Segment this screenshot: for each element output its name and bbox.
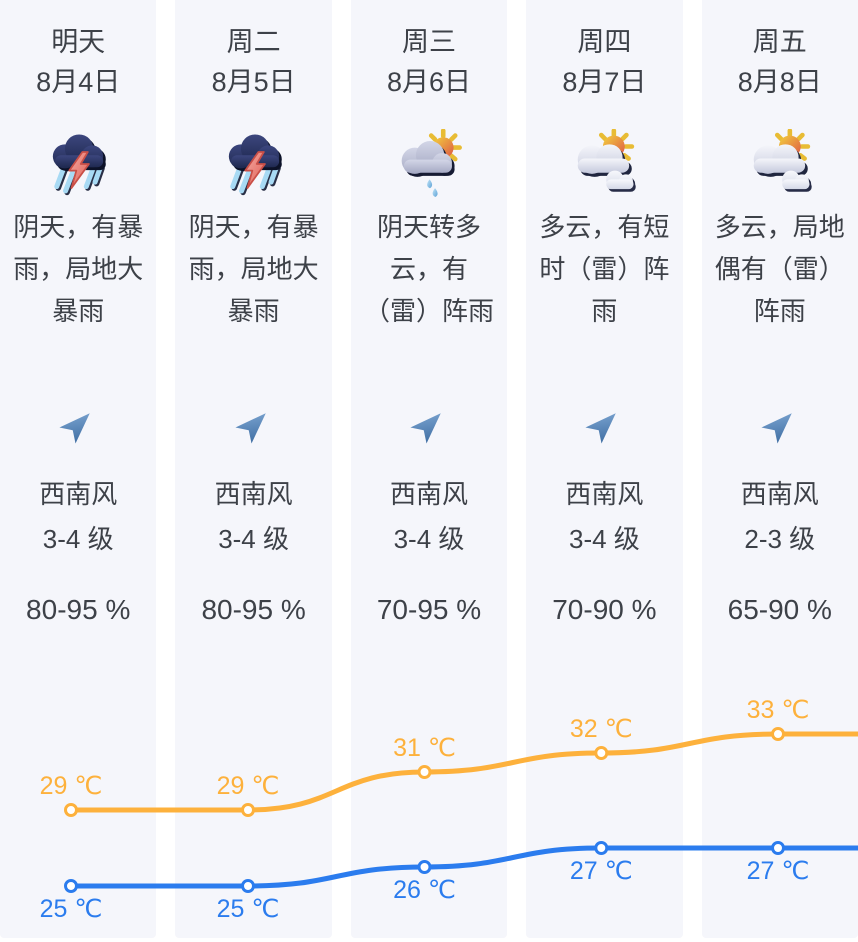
wind-level-label: 3-4 级 bbox=[568, 524, 640, 554]
humidity-range-label: 65-90 % bbox=[727, 594, 832, 625]
date-label: 8月7日 bbox=[562, 67, 647, 97]
wind-direction-label: 西南风 bbox=[389, 479, 468, 509]
wind-direction-arrow-icon bbox=[408, 404, 450, 446]
wind-direction-arrow-icon bbox=[583, 404, 625, 446]
forecast-day-column-3[interactable]: 周三 8月6日 阴天转多 云，有 （雷）阵雨 西南风 3-4 级 70-95 % bbox=[350, 0, 508, 938]
thunderstorm-rain-icon bbox=[43, 129, 113, 199]
wind-direction-label: 西南风 bbox=[39, 479, 118, 509]
wind-level-label: 3-4 级 bbox=[393, 524, 465, 554]
humidity-range-label: 80-95 % bbox=[201, 594, 306, 625]
wind-level-label: 3-4 级 bbox=[42, 524, 114, 554]
day-label: 周三 bbox=[401, 27, 456, 57]
weather-description: 阴天，有暴 雨，局地大 暴雨 bbox=[188, 212, 319, 326]
date-label: 8月6日 bbox=[386, 67, 472, 97]
day-label: 周二 bbox=[226, 27, 281, 57]
wind-direction-label: 西南风 bbox=[740, 479, 819, 509]
partly-cloudy-icon bbox=[569, 129, 639, 199]
humidity-range-label: 70-95 % bbox=[376, 594, 482, 625]
date-label: 8月5日 bbox=[211, 67, 296, 97]
wind-direction-arrow-icon bbox=[233, 404, 275, 446]
wind-direction-arrow-icon bbox=[57, 404, 99, 446]
wind-level-label: 3-4 级 bbox=[218, 524, 289, 554]
weather-description: 多云，有短 时（雷）阵 雨 bbox=[539, 212, 670, 326]
day-label: 周五 bbox=[752, 27, 807, 57]
wind-direction-arrow-icon bbox=[759, 404, 801, 446]
humidity-range-label: 80-95 % bbox=[26, 594, 131, 625]
forecast-day-column-4[interactable]: 周四 8月7日 多云，有短 时（雷）阵 雨 西南风 3-4 级 70-90 % bbox=[526, 0, 683, 938]
wind-direction-label: 西南风 bbox=[565, 479, 644, 509]
day-label: 明天 bbox=[51, 27, 106, 57]
cloud-sun-rain-icon bbox=[394, 129, 464, 199]
thunderstorm-rain-icon bbox=[219, 129, 289, 199]
forecast-day-column-2[interactable]: 周二 8月5日 阴天，有暴 雨，局地大 暴雨 西南风 3-4 级 80-95 % bbox=[175, 0, 332, 938]
date-label: 8月8日 bbox=[737, 67, 822, 97]
date-label: 8月4日 bbox=[36, 67, 121, 97]
forecast-day-column-1[interactable]: 明天 8月4日 阴天，有暴 雨，局地大 暴雨 西南风 3-4 级 80-95 % bbox=[0, 0, 157, 938]
humidity-range-label: 70-90 % bbox=[552, 594, 657, 625]
wind-direction-label: 西南风 bbox=[214, 479, 293, 509]
day-label: 周四 bbox=[577, 27, 632, 57]
weather-description: 阴天，有暴 雨，局地大 暴雨 bbox=[13, 212, 144, 326]
wind-level-label: 2-3 级 bbox=[744, 524, 816, 554]
forecast-day-column-5[interactable]: 周五 8月8日 多云，局地 偶有（雷） 阵雨 西南风 2-3 级 65-90 % bbox=[701, 0, 858, 938]
weather-description: 多云，局地 偶有（雷） 阵雨 bbox=[714, 212, 845, 326]
weather-description: 阴天转多 云，有 （雷）阵雨 bbox=[363, 212, 494, 326]
partly-cloudy-icon bbox=[745, 129, 815, 199]
